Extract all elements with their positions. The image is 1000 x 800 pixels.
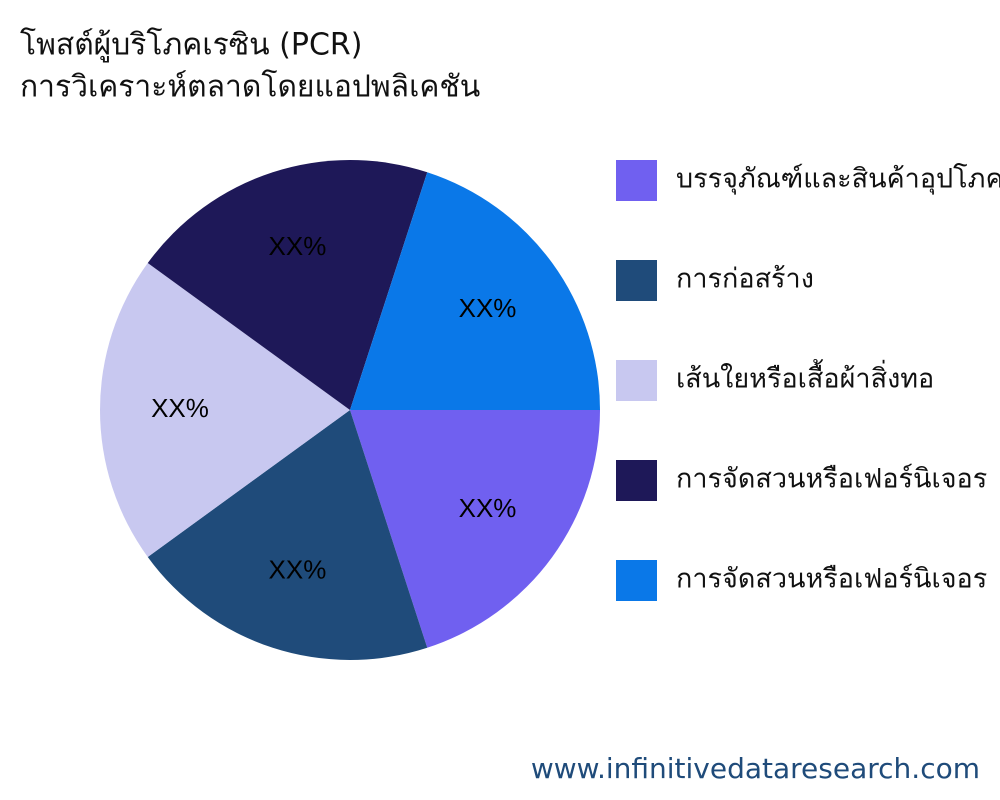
slice-label: XX%	[151, 393, 209, 423]
legend-swatch	[616, 360, 657, 401]
legend-label: การก่อสร้าง	[676, 264, 814, 295]
legend-swatch	[616, 260, 657, 301]
pie-slice	[100, 263, 350, 557]
pie-slice	[147, 160, 428, 410]
legend-swatch	[616, 160, 657, 201]
legend-label: เส้นใยหรือเสื้อผ้าสิ่งทอ	[676, 359, 934, 395]
slice-label: XX%	[269, 231, 327, 261]
chart-title: การวิเคราะห์ตลาดโดยแอปพลิเคชัน	[20, 69, 480, 105]
legend-swatch	[616, 560, 657, 601]
legend-swatch	[616, 460, 657, 501]
legend-label: การจัดสวนหรือเฟอร์นิเจอร	[676, 563, 987, 595]
legend-label: การจัดสวนหรือเฟอร์นิเจอร	[676, 463, 987, 495]
legend-label: บรรจุภัณฑ์และสินค้าอุปโภค	[676, 163, 1000, 196]
footer: www.infinitivedataresearch.com	[531, 752, 980, 785]
slice-label: XX%	[459, 493, 517, 523]
pie-slice	[350, 172, 600, 410]
slice-label: XX%	[269, 555, 327, 585]
pie-slice	[147, 410, 428, 660]
chart-title: โพสต์ผู้บริโภคเรซิน (PCR)	[20, 27, 362, 63]
pie-slice	[350, 410, 600, 648]
slice-label: XX%	[459, 293, 517, 323]
